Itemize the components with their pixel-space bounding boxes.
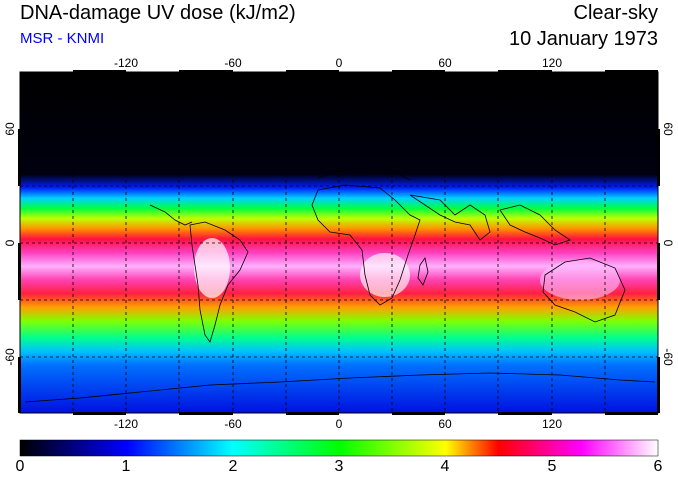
lon-tick-bottom: 120 xyxy=(542,417,562,431)
lat-tick-left: 0 xyxy=(3,239,17,246)
lon-tick-top: 60 xyxy=(438,56,452,70)
source-label: MSR - KNMI xyxy=(20,30,105,47)
coast-europe xyxy=(317,167,411,181)
australia-hotspot xyxy=(540,260,620,300)
lon-tick-bottom: -120 xyxy=(114,417,138,431)
lat-tick-left: 60 xyxy=(3,122,17,136)
date-label: 10 January 1973 xyxy=(508,28,658,50)
lon-tick-bottom: 0 xyxy=(336,417,343,431)
lon-tick-top: -60 xyxy=(224,56,242,70)
coastlines xyxy=(24,167,656,403)
colorbar-label: 1 xyxy=(121,458,131,475)
graticule xyxy=(20,72,658,413)
lon-tick-top: 0 xyxy=(336,56,343,70)
lat-tick-right: -60 xyxy=(661,348,675,366)
coast-south-america xyxy=(189,221,249,343)
lat-tick-right: 0 xyxy=(661,240,675,247)
coast-africa xyxy=(311,184,421,306)
coast-australia xyxy=(542,257,626,323)
coast-central-america xyxy=(149,204,193,226)
colorbar xyxy=(19,439,659,457)
lon-tick-top: -120 xyxy=(114,56,138,70)
map-title: DNA-damage UV dose (kJ/m2) xyxy=(20,2,296,24)
colorbar-label: 4 xyxy=(440,458,450,475)
coast-se-asia xyxy=(499,204,571,246)
lat-tick-right: 60 xyxy=(661,122,675,136)
south-america-hotspot xyxy=(194,238,230,298)
lon-tick-top: 120 xyxy=(542,56,562,70)
colorbar-label: 3 xyxy=(334,458,344,475)
colorbar-label: 0 xyxy=(15,458,25,475)
colorbar-label: 2 xyxy=(228,458,238,475)
colorbar-label: 6 xyxy=(653,458,663,475)
colorbar-label: 5 xyxy=(547,458,557,475)
sky-condition: Clear-sky xyxy=(573,2,658,24)
coast-madagascar xyxy=(417,257,429,286)
frame-ticks xyxy=(18,70,660,415)
coast-antarctica xyxy=(24,372,656,403)
south-africa-hotspot xyxy=(360,253,410,297)
lat-tick-left: -60 xyxy=(3,348,17,366)
lon-tick-bottom: -60 xyxy=(224,417,242,431)
coast-arabia-india xyxy=(409,194,491,241)
lon-tick-bottom: 60 xyxy=(438,417,452,431)
